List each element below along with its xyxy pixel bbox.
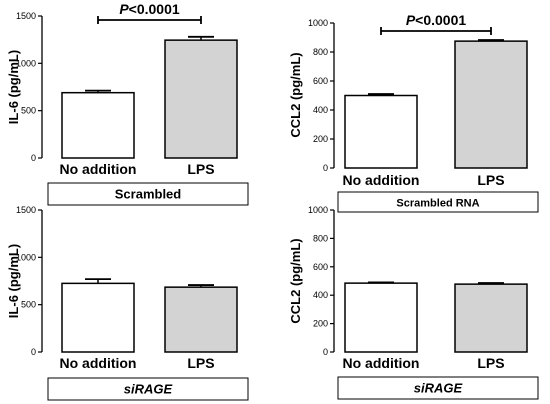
y-tick-label: 0	[31, 347, 36, 357]
category-label: No addition	[343, 355, 420, 371]
y-tick-label: 1000	[16, 252, 36, 262]
y-tick-label: 500	[21, 300, 36, 310]
category-label: LPS	[187, 355, 214, 371]
chart-panel-3: 0 500 1000 1500 IL-6 (pg/mL) No addition LPS si…	[6, 205, 249, 401]
y-tick-label: 500	[21, 106, 36, 116]
condition-label-box	[47, 182, 249, 206]
y-tick-label: 1000	[16, 58, 36, 68]
y-tick-label: 0	[323, 163, 328, 173]
chart-panel-4: 0 200 400 600 800 1000 CCL2 (pg/mL) No addition…	[288, 205, 539, 400]
condition-label: Scrambled RNA	[396, 198, 479, 210]
significance-label: P<0.0001	[119, 1, 180, 17]
y-axis-label: IL-6 (pg/mL)	[6, 50, 21, 124]
bar-lps	[454, 40, 528, 169]
y-tick-label: 0	[323, 347, 328, 357]
chart-panel-2: 0 200 400 600 800 1000 CCL2 (pg/mL) No addition…	[288, 12, 539, 213]
y-tick-label: 1000	[308, 18, 328, 28]
y-tick-label: 1500	[16, 205, 36, 215]
bar-no-addition	[344, 282, 418, 353]
category-label: No addition	[60, 161, 137, 177]
condition-label: siRAGE	[124, 382, 173, 397]
condition-label: siRAGE	[414, 381, 463, 396]
bar-lps	[164, 39, 238, 159]
y-tick-label: 600	[313, 76, 328, 86]
y-tick-label: 200	[313, 319, 328, 329]
y-tick-label: 400	[313, 105, 328, 115]
y-tick-label: 1500	[16, 11, 36, 21]
condition-label-box	[47, 377, 249, 401]
y-tick-label: 400	[313, 290, 328, 300]
y-tick-label: 800	[313, 47, 328, 57]
significance-label: P<0.0001	[406, 12, 467, 28]
y-axis-label: IL-6 (pg/mL)	[6, 244, 21, 318]
bar-no-addition	[344, 94, 418, 169]
category-label: No addition	[60, 355, 137, 371]
y-tick-label: 200	[313, 134, 328, 144]
chart-panel-1: 0 500 1000 1500 IL-6 (pg/mL) No addition LPS P<…	[6, 1, 249, 206]
y-tick-label: 600	[313, 262, 328, 272]
bar-no-addition	[61, 282, 135, 353]
category-label: LPS	[477, 355, 504, 371]
bar-lps	[454, 283, 528, 353]
y-tick-label: 1000	[308, 205, 328, 215]
condition-label: Scrambled	[115, 187, 182, 202]
category-label: No addition	[343, 172, 420, 188]
category-label: LPS	[187, 161, 214, 177]
y-axis-label: CCL2 (pg/mL)	[288, 52, 303, 137]
y-tick-label: 800	[313, 233, 328, 243]
bar-lps	[164, 286, 238, 353]
bar-no-addition	[61, 91, 135, 159]
condition-label-box	[337, 191, 539, 213]
y-tick-label: 0	[31, 153, 36, 163]
condition-label-box	[337, 376, 539, 400]
y-axis-label: CCL2 (pg/mL)	[288, 238, 303, 323]
category-label: LPS	[477, 172, 504, 188]
